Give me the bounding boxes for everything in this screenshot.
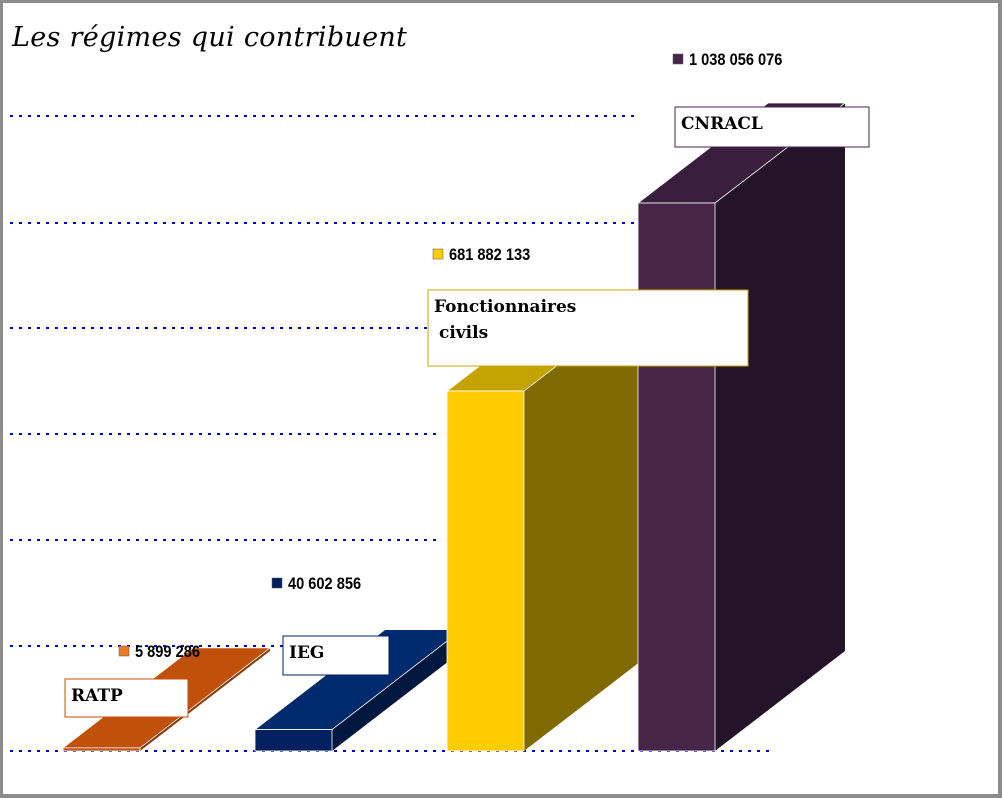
data-label: 1 038 056 076 [689,51,783,69]
bar-side-face [140,647,270,751]
category-label: RATP [71,686,123,706]
category-label: Fonctionnaires [434,297,576,317]
data-label: 40 602 856 [288,575,361,593]
chart-title: Les régimes qui contribuent [12,22,408,53]
bar-side-face [332,629,462,751]
category-label-box [427,289,749,367]
category-label-box [674,106,870,148]
category-label: civils [439,323,488,343]
bar-front-face [446,390,525,752]
value-marker [432,248,444,260]
category-label: CNRACL [681,114,763,134]
value-marker [118,645,130,657]
bar-front-face [637,202,716,752]
bar-front-face [254,729,333,752]
bar-cnracl [636,102,847,752]
bar-side-face [715,103,845,751]
data-label: 681 882 133 [449,246,530,264]
category-label-box [282,635,390,676]
category-label-box [64,678,189,718]
value-marker [672,53,684,65]
value-marker [271,577,283,589]
data-label: 5 899 286 [135,643,200,661]
bar-front-face [62,747,141,752]
category-label: IEG [289,643,324,663]
bar-side-face [524,291,654,751]
